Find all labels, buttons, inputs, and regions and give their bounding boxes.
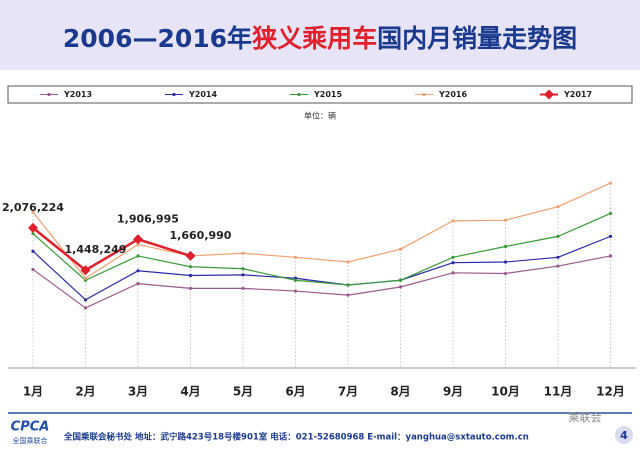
point	[31, 267, 35, 272]
series-line	[32, 182, 611, 280]
point	[31, 249, 35, 253]
x-tick-label: 2月	[75, 385, 95, 399]
point	[172, 92, 176, 97]
data-label: 1,906,995	[117, 212, 179, 225]
point	[422, 92, 426, 97]
point	[133, 234, 143, 245]
point	[556, 264, 560, 268]
point	[608, 211, 613, 216]
point	[47, 92, 51, 97]
legend-label: Y2016	[438, 90, 467, 99]
title-part: 国内月销量走势图	[377, 24, 577, 53]
point	[188, 273, 193, 278]
data-label: 1,448,249	[65, 243, 127, 256]
point	[608, 181, 613, 185]
point	[556, 234, 560, 238]
point	[188, 265, 193, 269]
legend-label: Y2015	[313, 90, 342, 99]
x-tick-label: 6月	[285, 385, 305, 399]
point	[83, 306, 88, 310]
point	[31, 210, 35, 214]
point	[136, 269, 140, 273]
point	[503, 271, 508, 276]
point	[241, 273, 245, 277]
legend-label: Y2014	[188, 90, 217, 99]
title-banner	[0, 0, 640, 70]
point	[398, 285, 403, 289]
point	[451, 271, 455, 275]
point	[185, 250, 196, 261]
point	[83, 276, 88, 280]
point	[451, 219, 455, 223]
point	[503, 244, 508, 249]
point	[503, 218, 508, 222]
x-tick-label: 7月	[338, 385, 358, 399]
point	[398, 247, 403, 251]
x-tick-label: 5月	[233, 385, 253, 399]
watermark: 乘联会	[569, 411, 602, 424]
point	[293, 278, 298, 282]
title-part: 狭义乘用车	[251, 24, 377, 53]
point	[398, 278, 403, 282]
point	[608, 234, 613, 238]
x-tick-label: 3月	[128, 385, 148, 399]
point	[451, 261, 455, 265]
point	[80, 265, 91, 276]
point	[556, 255, 560, 259]
point	[346, 283, 350, 287]
point	[297, 92, 301, 97]
point	[293, 255, 298, 259]
point	[608, 254, 613, 258]
point	[544, 89, 554, 100]
legend-label: Y2013	[63, 90, 92, 99]
point	[136, 242, 140, 247]
x-tick-label: 9月	[443, 385, 463, 399]
point	[136, 254, 140, 258]
point	[503, 260, 508, 264]
point	[31, 232, 35, 236]
point	[293, 289, 298, 293]
x-tick-label: 10月	[491, 385, 520, 399]
point	[346, 293, 350, 297]
footer-text: 全国乘联会秘书处 地址：武宁路423号18号楼901室 电话：021-52680…	[63, 432, 529, 443]
logo: CPCA	[11, 420, 50, 435]
legend-label: Y2017	[563, 90, 592, 99]
point	[136, 282, 140, 286]
series-line	[32, 226, 191, 272]
point	[241, 286, 245, 290]
title-part: 2006—2016年	[63, 24, 252, 53]
x-tick-label: 11月	[544, 385, 573, 399]
point	[188, 286, 193, 290]
point	[346, 260, 350, 264]
x-tick-label: 8月	[390, 385, 410, 399]
point	[28, 222, 38, 233]
x-tick-label: 1月	[23, 385, 43, 399]
x-tick-label: 12月	[596, 385, 625, 399]
x-tick-label: 4月	[180, 385, 200, 399]
data-label: 1,660,990	[170, 229, 232, 242]
page-number: 4	[620, 429, 628, 442]
point	[83, 298, 88, 302]
legend-box	[7, 85, 633, 104]
series-line	[32, 255, 611, 309]
series-line	[32, 235, 611, 301]
series-line	[32, 212, 611, 286]
point	[556, 205, 560, 209]
unit-label: 单位：辆	[304, 111, 336, 121]
logo-sub: 全国乘联合	[13, 436, 48, 445]
point	[241, 267, 245, 271]
point	[451, 255, 455, 259]
page-badge	[615, 426, 633, 444]
data-label: 2,076,224	[2, 201, 64, 214]
chart-title: 2006—2016年狭义乘用车国内月销量走势图	[63, 24, 577, 53]
point	[241, 251, 245, 255]
